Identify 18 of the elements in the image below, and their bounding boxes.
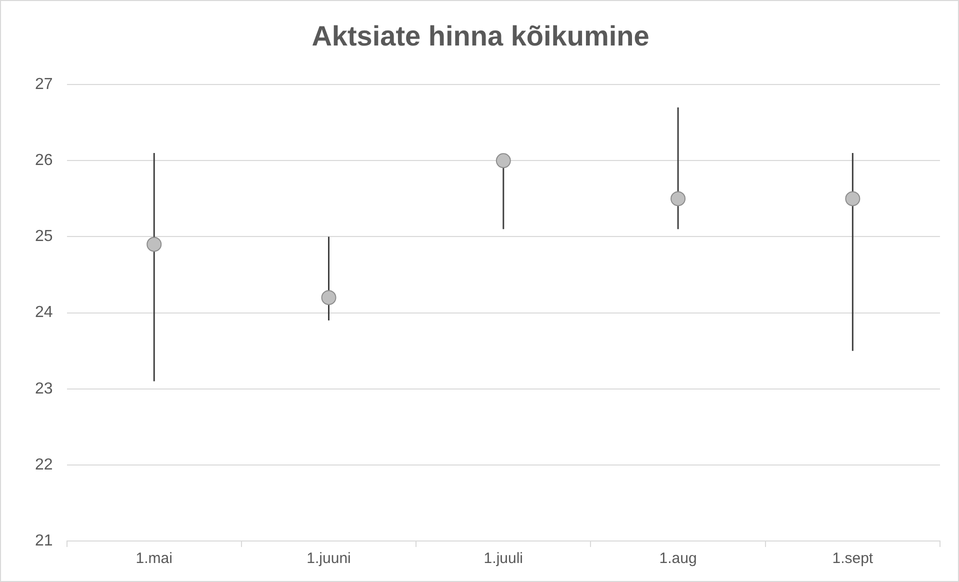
point: [146, 236, 162, 252]
y-tick-label: 26: [35, 152, 53, 170]
y-tick-label: 23: [35, 380, 53, 398]
y-tick-label: 25: [35, 228, 53, 246]
y-tick-label: 22: [35, 456, 53, 474]
y-tick-label: 24: [35, 304, 53, 322]
chart-title: Aktsiate hinna kõikumine: [312, 20, 650, 52]
y-tick-label: 27: [35, 76, 53, 94]
point: [321, 290, 336, 306]
point: [496, 153, 511, 168]
x-tick-label: 1.juuni: [306, 550, 351, 568]
x-tick-label: 1.mai: [136, 550, 172, 568]
x-tick-label: 1.juuli: [484, 550, 523, 568]
point: [845, 191, 860, 206]
y-tick-label: 21: [35, 532, 53, 550]
x-tick-label: 1.aug: [659, 550, 697, 568]
x-tick-label: 1.sept: [832, 550, 874, 568]
point: [670, 191, 686, 206]
